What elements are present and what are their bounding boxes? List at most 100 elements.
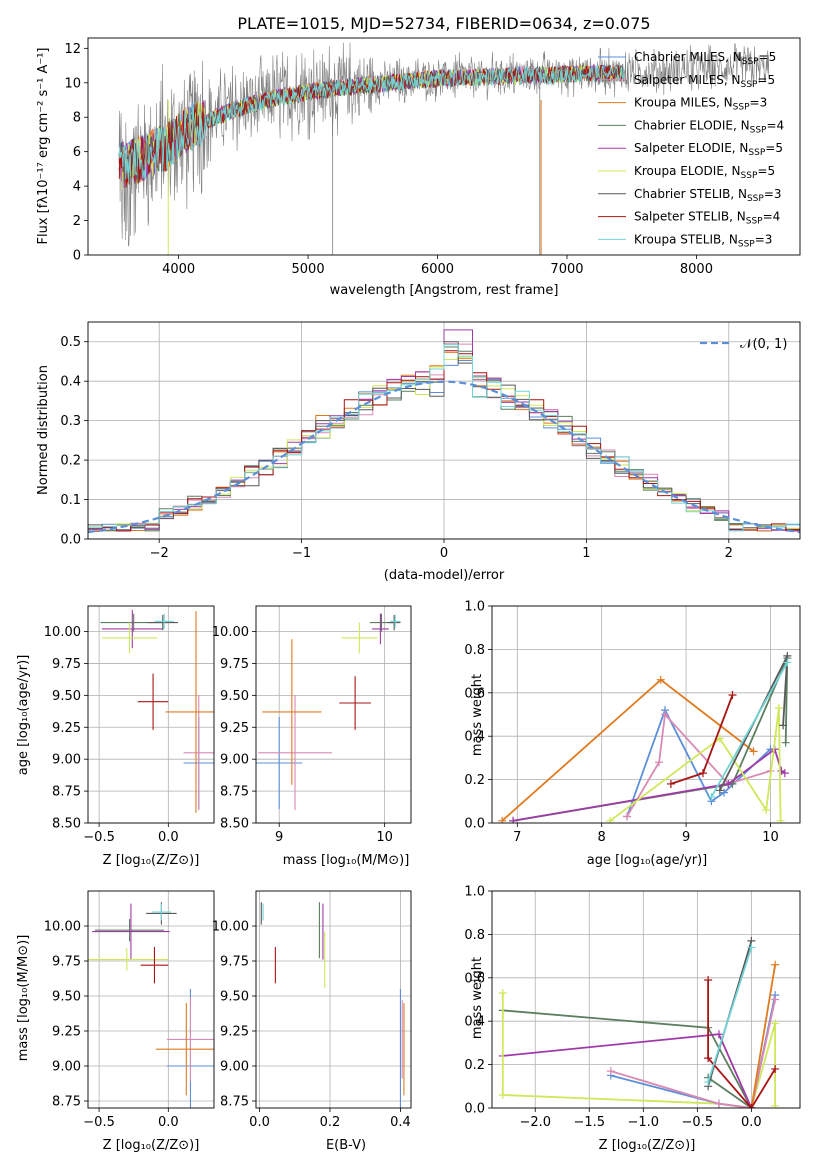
mass-weight-marker bbox=[714, 1030, 723, 1039]
x-tick-label: 0.0 bbox=[249, 1115, 270, 1130]
legend-entry: Kroupa ELODIE, NSSP=5 bbox=[634, 164, 775, 181]
y-tick-label: 9.50 bbox=[220, 689, 249, 704]
age-vs-z-ylabel: age [log₁₀(age/yr)] bbox=[16, 655, 31, 776]
mass-weight-marker bbox=[698, 769, 707, 778]
mass-weight-line bbox=[707, 980, 776, 1108]
mass-weight-marker bbox=[776, 816, 785, 823]
y-tick-label: 10.00 bbox=[212, 625, 249, 640]
legend-entry: Chabrier STELIB, NSSP=3 bbox=[634, 187, 782, 204]
legend-entry: Kroupa STELIB, NSSP=3 bbox=[634, 232, 772, 249]
x-tick-label: 6000 bbox=[421, 262, 454, 277]
y-tick-label: 8.75 bbox=[220, 785, 249, 800]
y-tick-label: 10.00 bbox=[44, 625, 81, 640]
x-tick-label: 0.0 bbox=[741, 1115, 762, 1130]
y-tick-label: 8 bbox=[73, 111, 81, 126]
plot-area bbox=[100, 609, 214, 813]
x-tick-label: −1.5 bbox=[573, 1115, 605, 1130]
mass-weight-line bbox=[512, 747, 786, 822]
mass-weight-marker bbox=[781, 738, 790, 747]
plot-frame bbox=[491, 605, 801, 824]
age-vs-z-panel: −0.5 0.0 8.50 8.75 9.00 9.25 9.50 9.75 10.00 bbox=[44, 605, 215, 845]
y-tick-label: 8.50 bbox=[220, 817, 249, 832]
mass-weight-marker bbox=[724, 779, 733, 788]
y-tick-label: 0.8 bbox=[464, 928, 485, 943]
mass-weight-marker bbox=[704, 1077, 713, 1086]
mass-weight-marker bbox=[771, 1064, 780, 1073]
mass-weight-marker bbox=[714, 1099, 723, 1108]
x-tick-label: 2 bbox=[725, 546, 733, 561]
x-tick-label: 0.4 bbox=[390, 1115, 411, 1130]
legend-entry: Kroupa MILES, NSSP=3 bbox=[634, 96, 767, 113]
mass-weight-marker bbox=[720, 788, 729, 797]
y-tick-label: 9.00 bbox=[220, 1060, 249, 1075]
plot-frame bbox=[87, 890, 215, 1109]
mass-weight-marker bbox=[606, 1067, 615, 1076]
y-tick-label: 8.75 bbox=[52, 1095, 81, 1110]
y-tick-label: 0.4 bbox=[464, 730, 485, 745]
mass-weight-marker bbox=[704, 975, 713, 984]
weight-vs-z-panel: −2.0 −1.5 −1.0 −0.5 0.0 0.0 0.2 0.4 0.6 0.8 1.0 bbox=[464, 885, 801, 1130]
mass-weight-marker bbox=[498, 1090, 507, 1099]
mass-weight-line bbox=[502, 1009, 753, 1108]
mass-weight-marker bbox=[704, 1054, 713, 1063]
y-tick-label: 9.25 bbox=[52, 721, 81, 736]
y-tick-label: 0.8 bbox=[464, 643, 485, 658]
mass-weight-line bbox=[626, 707, 772, 817]
y-tick-label: 9.75 bbox=[220, 657, 249, 672]
mass-vs-z-xlabel: Z [log₁₀(Z/Z⊙)] bbox=[103, 1138, 200, 1153]
x-tick-label: 5000 bbox=[292, 262, 325, 277]
x-tick-label: 0.2 bbox=[320, 1115, 341, 1130]
model-spectrum-line bbox=[118, 65, 625, 188]
mass-weight-marker bbox=[762, 805, 771, 814]
y-tick-label: 0.0 bbox=[464, 1102, 485, 1117]
mass-weight-marker bbox=[656, 675, 665, 684]
y-tick-label: 2 bbox=[73, 214, 81, 229]
mass-weight-line bbox=[610, 995, 776, 1108]
mass-weight-line bbox=[750, 964, 776, 1108]
spectrum-legend: Chabrier MILES, NSSP=5 Salpeter MILES, NS… bbox=[598, 50, 784, 249]
mass-weight-marker bbox=[606, 816, 615, 823]
y-tick-label: 4 bbox=[73, 180, 81, 195]
legend-entry: Salpeter ELODIE, NSSP=5 bbox=[634, 141, 783, 158]
mass-weight-marker bbox=[498, 816, 507, 823]
gaussian-curve bbox=[88, 380, 800, 534]
mass-weight-line bbox=[501, 993, 776, 1108]
weight-vs-age-panel: 7 8 9 10 0.0 0.2 0.4 0.6 0.8 1.0 bbox=[464, 600, 801, 845]
y-tick-label: 8.75 bbox=[52, 785, 81, 800]
y-tick-label: 0.6 bbox=[464, 686, 485, 701]
x-tick-label: 7 bbox=[513, 830, 521, 845]
age-vs-mass-panel: 9 10 8.50 8.75 9.00 9.25 9.50 9.75 10.00 bbox=[212, 605, 412, 845]
y-tick-label: 9.75 bbox=[220, 955, 249, 970]
plot-area bbox=[260, 902, 405, 1108]
mass-weight-marker bbox=[715, 786, 724, 795]
y-tick-label: 0.3 bbox=[60, 414, 81, 429]
age-vs-z-xlabel: Z [log₁₀(Z/Z⊙)] bbox=[103, 853, 200, 868]
x-tick-label: −0.5 bbox=[83, 1115, 115, 1130]
plot-frame bbox=[491, 890, 801, 1109]
mass-vs-z-panel: −0.5 0.0 8.75 9.00 9.25 9.50 9.75 10.00 bbox=[44, 890, 215, 1130]
x-tick-label: 8 bbox=[598, 830, 606, 845]
y-tick-label: 9.00 bbox=[52, 1060, 81, 1075]
plot-area bbox=[88, 329, 800, 534]
age-vs-mass-xlabel: mass [log₁₀(M/M⊙)] bbox=[283, 853, 410, 868]
mass-weight-line bbox=[707, 947, 753, 1083]
y-tick-label: 10.00 bbox=[212, 920, 249, 935]
mass-weight-marker bbox=[780, 769, 789, 778]
weight-vs-age-xlabel: age [log₁₀(age/yr)] bbox=[587, 853, 708, 868]
plot-frame bbox=[87, 605, 215, 824]
residual-histogram bbox=[88, 344, 800, 532]
plot-area bbox=[498, 651, 792, 823]
x-tick-label: 4000 bbox=[162, 262, 195, 277]
mass-weight-marker bbox=[771, 1019, 780, 1028]
y-tick-label: 0.2 bbox=[60, 454, 81, 469]
mass-weight-marker bbox=[660, 710, 669, 719]
x-tick-label: 7000 bbox=[550, 262, 583, 277]
mass-weight-marker bbox=[707, 792, 716, 801]
mass-weight-marker bbox=[747, 1104, 756, 1108]
x-tick-label: −0.5 bbox=[682, 1115, 714, 1130]
y-tick-label: 10.00 bbox=[44, 920, 81, 935]
plot-frame bbox=[87, 321, 801, 540]
y-tick-label: 0.4 bbox=[464, 1015, 485, 1030]
plot-frame bbox=[255, 605, 412, 824]
